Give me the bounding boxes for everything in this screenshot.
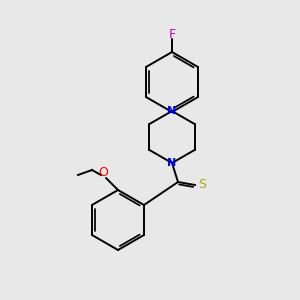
Text: F: F: [168, 28, 175, 40]
Text: N: N: [167, 158, 177, 168]
Text: N: N: [167, 106, 177, 116]
Text: O: O: [98, 167, 108, 179]
Text: S: S: [198, 178, 206, 191]
